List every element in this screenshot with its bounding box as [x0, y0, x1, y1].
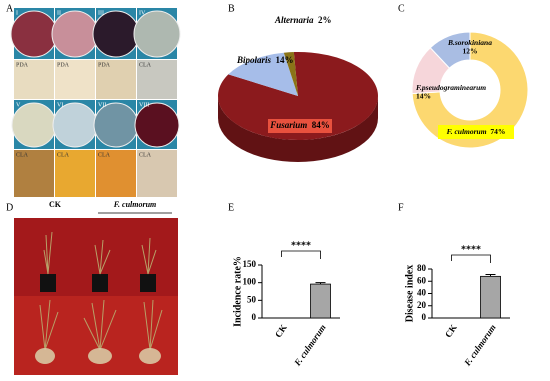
photo-plate — [10, 10, 58, 58]
panel-label: C — [398, 3, 405, 14]
pie-side — [218, 96, 378, 162]
panel-label: A — [6, 3, 14, 14]
error-bar — [315, 282, 326, 285]
label-box — [268, 119, 332, 133]
slice-value: 84% — [312, 120, 330, 130]
y-axis-label: Disease index — [404, 265, 415, 323]
y-tick-label: 100 — [243, 277, 257, 287]
slice-name: Bipolaris — [236, 55, 272, 65]
photo-label: VI — [57, 102, 63, 108]
slice-label: B.sorokiniana 12% — [447, 38, 492, 56]
significance-label: **** — [291, 240, 311, 251]
photo-label: PDA — [57, 62, 70, 68]
significance-label: **** — [461, 244, 481, 255]
panel-label: B — [228, 3, 235, 14]
photo-label: IV — [139, 10, 146, 16]
slice-value: 14% — [416, 91, 431, 100]
bar — [480, 275, 501, 319]
slice-name: Alternaria — [274, 15, 314, 25]
slice-label: Fusarium 84% — [269, 120, 330, 130]
photo — [137, 60, 177, 99]
error-bar — [485, 274, 496, 277]
photo-plate — [51, 10, 99, 58]
y-tick-label: 0 — [422, 312, 427, 322]
y-tick-label: 60 — [417, 275, 427, 285]
significance-bracket — [281, 250, 321, 259]
slice-name: F. culmorum — [447, 127, 487, 136]
y-tick-label: 20 — [417, 300, 427, 310]
bar — [310, 283, 331, 319]
photo — [55, 60, 95, 99]
slice-label: F.pseudograminearum 14% — [416, 83, 486, 101]
photo-plate — [92, 10, 140, 58]
pie-slice — [228, 52, 298, 96]
slice-name: B.sorokiniana — [447, 38, 492, 47]
photo-label: I — [16, 10, 18, 16]
slice-value: 2% — [318, 15, 332, 25]
donut-slice — [429, 31, 471, 69]
label-box — [438, 125, 514, 139]
y-tick-label: 40 — [417, 288, 427, 298]
significance-bracket — [451, 254, 491, 263]
photo-plate — [52, 102, 98, 148]
photo — [55, 150, 95, 197]
slice-label: F. culmorum 74% — [447, 127, 506, 136]
y-axis-label: Incidence rate% — [232, 256, 243, 327]
photo-plate — [93, 102, 139, 148]
photo-label: VIII — [139, 102, 149, 108]
group-label: F. culmorum — [113, 200, 157, 209]
photo — [14, 60, 54, 99]
photo-plate — [133, 10, 181, 58]
photo-label: PDA — [98, 62, 111, 68]
slice-name: F.pseudograminearum — [416, 83, 486, 92]
x-tick-label: F. culmorum — [292, 323, 328, 369]
photo-label: V — [16, 102, 21, 108]
photo-label: II — [57, 10, 61, 16]
x-tick-label: CK — [443, 323, 459, 340]
donut-slice — [411, 31, 529, 149]
photo — [14, 150, 54, 197]
y-tick-label: 50 — [247, 294, 257, 304]
panel-label: D — [6, 202, 13, 213]
slice-name: Fusarium — [269, 120, 307, 130]
photo-plate — [11, 102, 57, 148]
slice-label: Alternaria 2% — [274, 15, 332, 25]
slice-value: 74% — [490, 127, 505, 136]
photo-label: CLA — [139, 62, 152, 68]
y-tick-label: 0 — [252, 312, 257, 322]
photo-label: VII — [98, 102, 106, 108]
plant-photo — [14, 212, 178, 375]
photo-label: III — [98, 10, 104, 16]
photo-label: CLA — [98, 152, 111, 158]
panel-label: F — [398, 202, 404, 213]
photo-label: CLA — [139, 152, 152, 158]
panel-label: E — [228, 202, 234, 213]
y-tick-label: 80 — [417, 263, 427, 273]
group-label: CK — [49, 200, 62, 209]
photo — [96, 60, 136, 99]
photo-label: PDA — [16, 62, 29, 68]
photo-label: CLA — [16, 152, 29, 158]
x-tick-label: CK — [273, 323, 289, 340]
photo-label: CLA — [57, 152, 70, 158]
slice-value: 14% — [276, 55, 294, 65]
x-tick-label: F. culmorum — [462, 323, 498, 369]
photo — [137, 150, 177, 197]
photo — [96, 150, 136, 197]
pie-slice — [283, 52, 298, 96]
slice-value: 12% — [463, 46, 478, 55]
y-tick-label: 150 — [243, 259, 257, 269]
photo-plate — [134, 102, 180, 148]
slice-label: Bipolaris 14% — [236, 55, 294, 65]
